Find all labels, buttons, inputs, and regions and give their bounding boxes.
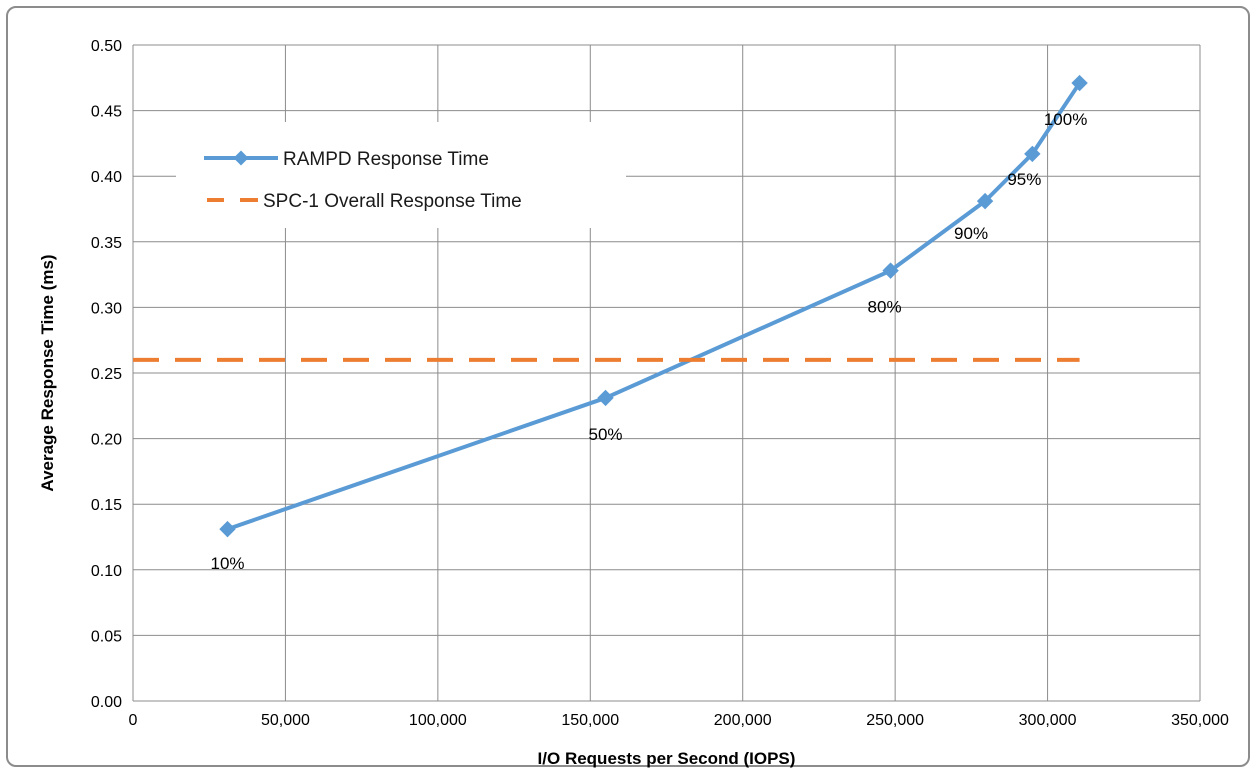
x-tick-label: 350,000 [1171,712,1229,729]
data-label: 10% [210,554,244,573]
y-tick-label: 0.00 [91,694,122,711]
y-axis-title: Average Response Time (ms) [38,254,57,491]
y-tick-label: 0.05 [91,628,122,645]
legend-background [176,122,626,228]
data-point-marker [882,262,899,279]
data-labels: 10% 50% 80% 90% 95% 100% [210,110,1087,573]
y-tick-label: 0.40 [91,169,122,186]
legend-label: SPC-1 Overall Response Time [263,191,522,212]
data-label: 80% [868,298,902,317]
series-layer [133,74,1088,538]
data-point-marker [976,192,994,210]
y-tick-label: 0.45 [91,104,122,121]
data-point-marker [1071,74,1088,92]
y-tick-label: 0.50 [91,38,122,55]
data-label: 50% [589,425,623,444]
data-point-marker [597,389,614,407]
x-tick-label: 150,000 [561,712,619,729]
y-tick-label: 0.35 [91,235,122,252]
y-tick-label: 0.20 [91,432,122,449]
x-tick-label: 50,000 [261,712,310,729]
data-point-marker [1024,145,1041,163]
x-tick-label: 200,000 [714,712,772,729]
data-label: 95% [1007,170,1041,189]
legend-swatch-marker [233,150,249,166]
legend-label: RAMPD Response Time [283,149,489,170]
x-tick-label: 100,000 [409,712,467,729]
data-label: 100% [1044,110,1087,129]
x-axis-ticks: 0 50,000 100,000 150,000 200,000 250,000 300,0… [129,712,1229,729]
x-axis-title: I/O Requests per Second (IOPS) [538,749,796,768]
x-tick-label: 0 [129,712,138,729]
data-point-marker [219,520,236,538]
x-tick-label: 300,000 [1019,712,1077,729]
y-tick-label: 0.25 [91,366,122,383]
series-line-rampd [226,81,1082,532]
data-label: 90% [954,224,988,243]
grid-lines [132,44,1201,702]
y-tick-label: 0.30 [91,300,122,317]
x-tick-label: 250,000 [866,712,924,729]
y-tick-label: 0.15 [91,497,122,514]
y-tick-label: 0.10 [91,563,122,580]
legend: RAMPD Response Time SPC-1 Overall Respons… [176,122,626,228]
y-axis-ticks: 0.00 0.05 0.10 0.15 0.20 0.25 0.30 0.35 0.40 0.45… [91,38,122,711]
